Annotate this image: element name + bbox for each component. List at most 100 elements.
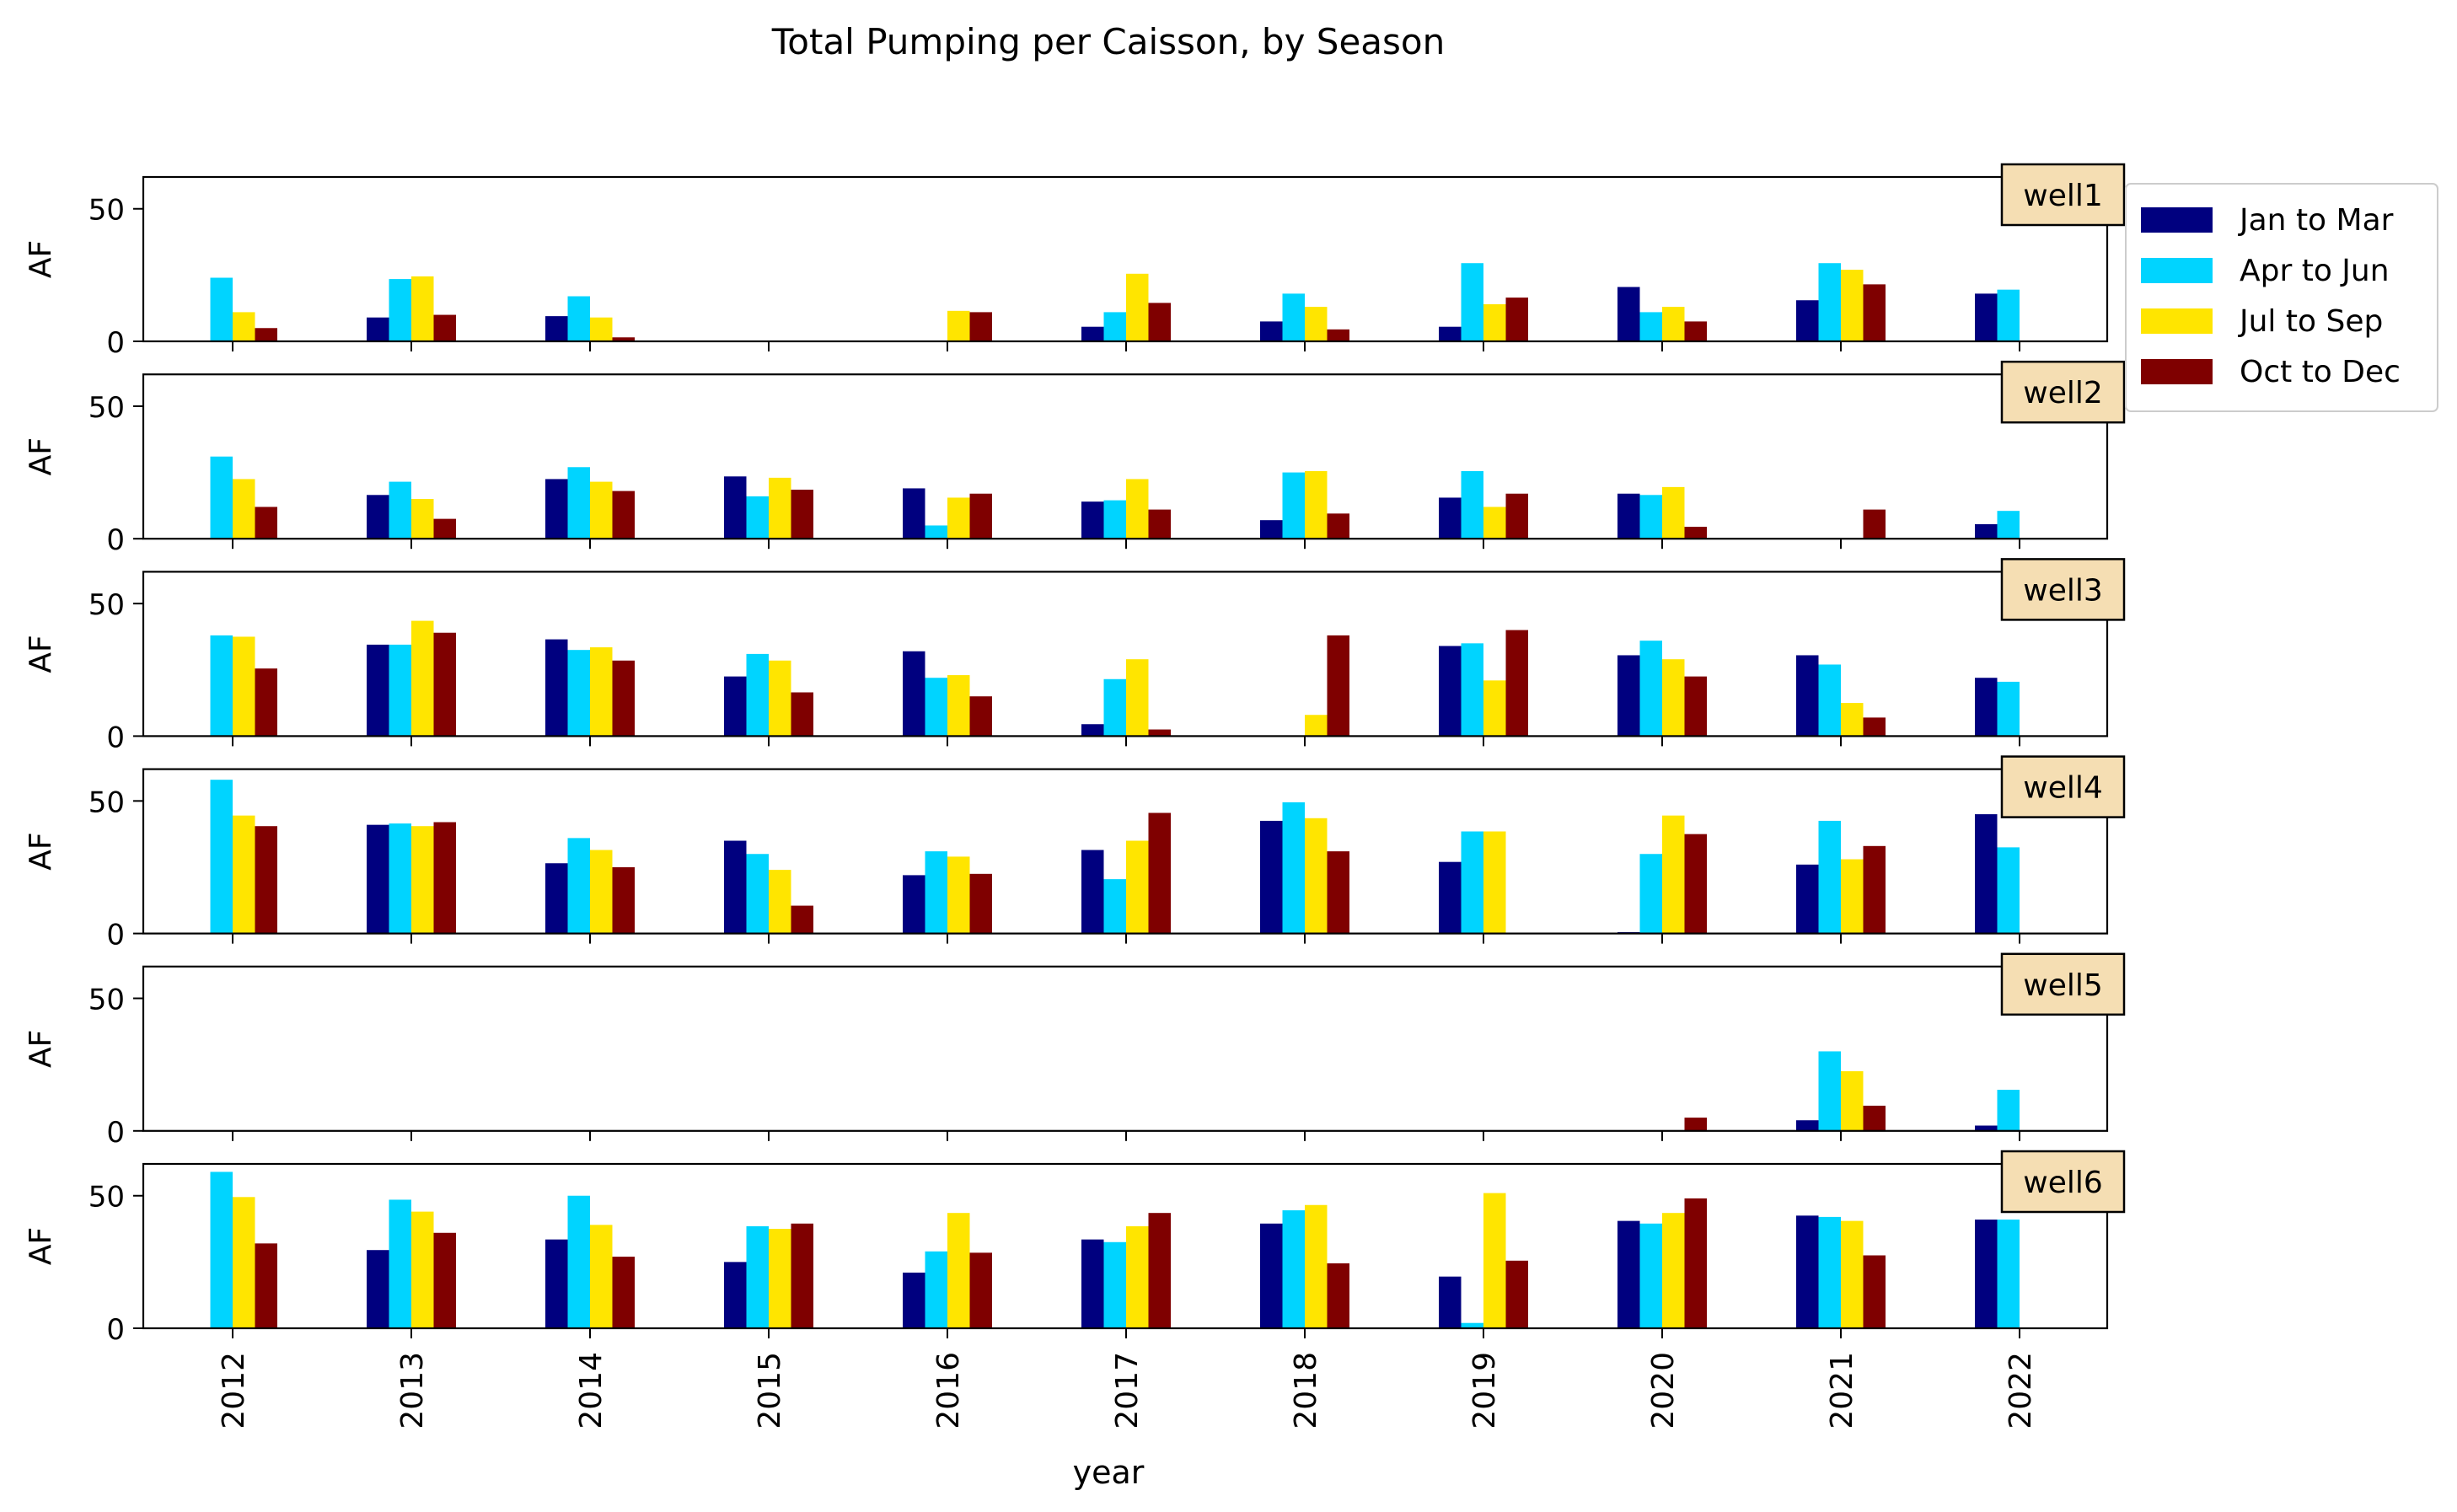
- bar-well1-2012-3: [233, 312, 255, 341]
- legend-swatch: [2141, 359, 2213, 384]
- bar-well3-2018-4: [1327, 635, 1349, 737]
- bar-well1-2020-1: [1617, 287, 1640, 341]
- bar-well6-2012-3: [233, 1197, 255, 1328]
- bar-well6-2012-2: [210, 1172, 233, 1328]
- bar-well4-2017-1: [1081, 850, 1104, 934]
- panel-well2: 0 50 AF well2: [24, 360, 2126, 557]
- bar-well4-2019-3: [1483, 831, 1506, 934]
- bar-well6-2014-3: [590, 1225, 613, 1328]
- bar-well3-2017-2: [1103, 678, 1126, 737]
- bar-well1-2021-1: [1796, 300, 1819, 341]
- bar-well2-2017-4: [1148, 509, 1171, 539]
- bar-well3-2013-2: [389, 644, 411, 737]
- bar-well6-2022-2: [1997, 1220, 2020, 1328]
- bar-well4-2018-1: [1260, 820, 1283, 934]
- bar-well2-2020-1: [1617, 493, 1640, 539]
- bar-well4-2014-1: [545, 863, 568, 934]
- bar-well2-2017-3: [1126, 479, 1149, 539]
- bar-well6-2014-4: [612, 1257, 635, 1328]
- bar-well6-2019-4: [1505, 1260, 1528, 1328]
- bar-well6-2019-1: [1439, 1276, 1462, 1328]
- bar-well4-2021-1: [1796, 864, 1819, 934]
- bar-well1-2016-3: [947, 310, 970, 341]
- legend-entry: Oct to Dec: [2141, 355, 2401, 389]
- y-tick-label: 50: [89, 1181, 125, 1214]
- x-tick-label: 2021: [1825, 1352, 1859, 1429]
- bar-well4-2012-4: [255, 826, 277, 934]
- bar-well4-2020-2: [1639, 854, 1662, 934]
- bar-well2-2013-3: [411, 499, 434, 539]
- x-tick-label: 2016: [931, 1352, 966, 1429]
- bar-well6-2020-4: [1684, 1198, 1707, 1328]
- bar-well6-2018-1: [1260, 1223, 1283, 1328]
- bar-well1-2021-2: [1818, 263, 1841, 341]
- legend: Jan to Mar Apr to Jun Jul to Sep Oct to Dec: [2125, 183, 2438, 412]
- bar-well1-2021-3: [1841, 270, 1864, 341]
- bar-well3-2017-4: [1148, 729, 1171, 737]
- bar-well3-2016-2: [925, 678, 947, 737]
- bar-well2-2016-3: [947, 497, 970, 539]
- bar-well4-2013-4: [433, 822, 456, 934]
- bar-well1-2019-3: [1483, 303, 1506, 341]
- bar-well6-2017-1: [1081, 1239, 1104, 1328]
- bar-well3-2021-4: [1863, 717, 1886, 737]
- bar-well2-2018-4: [1327, 513, 1349, 539]
- bar-well1-2017-1: [1081, 326, 1104, 341]
- bar-well3-2015-2: [746, 653, 769, 737]
- bar-well1-2014-2: [567, 296, 590, 341]
- y-tick-label: 50: [89, 194, 125, 228]
- bar-well4-2016-2: [925, 851, 947, 934]
- bar-well1-2012-4: [255, 328, 277, 341]
- bar-well4-2019-1: [1439, 861, 1462, 934]
- y-axis-label: AF: [24, 635, 58, 673]
- y-axis-label: AF: [24, 240, 58, 278]
- panel-label-box: [2000, 558, 2126, 621]
- bar-well3-2014-4: [612, 660, 635, 737]
- bar-well4-2016-1: [903, 875, 925, 934]
- bar-well4-2013-2: [389, 823, 411, 934]
- panel-well1: 0 50 AF well1: [24, 163, 2126, 360]
- bar-well4-2017-2: [1103, 879, 1126, 934]
- bar-well2-2019-4: [1505, 493, 1528, 539]
- bar-well2-2019-3: [1483, 507, 1506, 539]
- bar-well6-2017-3: [1126, 1225, 1149, 1328]
- bar-well6-2018-4: [1327, 1263, 1349, 1328]
- panel-well4: 0 50 AF well4: [24, 755, 2126, 952]
- panel-label-box: [2000, 952, 2126, 1016]
- bar-well4-2018-2: [1282, 802, 1305, 934]
- bar-well3-2014-2: [567, 650, 590, 737]
- bar-well1-2017-4: [1148, 303, 1171, 341]
- bar-well6-2021-2: [1818, 1216, 1841, 1328]
- bar-well6-2016-2: [925, 1251, 947, 1328]
- bar-well3-2020-1: [1617, 655, 1640, 737]
- bar-well3-2013-3: [411, 620, 434, 737]
- bar-well2-2013-2: [389, 481, 411, 539]
- bar-well2-2020-4: [1684, 527, 1707, 539]
- bar-well3-2015-3: [769, 660, 791, 737]
- legend-label: Jul to Sep: [2238, 304, 2383, 339]
- bar-well5-2021-4: [1863, 1105, 1886, 1131]
- bar-well1-2013-3: [411, 276, 434, 341]
- bar-well4-2021-4: [1863, 845, 1886, 934]
- bar-well4-2016-4: [969, 873, 992, 934]
- bar-well6-2016-1: [903, 1272, 925, 1328]
- bar-well6-2018-2: [1282, 1210, 1305, 1328]
- bar-well2-2013-4: [433, 518, 456, 539]
- panel-label: well1: [2000, 163, 2126, 227]
- legend-entry: Apr to Jun: [2141, 254, 2390, 288]
- bar-well3-2019-4: [1505, 630, 1528, 737]
- bar-well1-2017-3: [1126, 273, 1149, 341]
- y-tick-label: 0: [106, 523, 125, 557]
- bar-well4-2021-3: [1841, 859, 1864, 934]
- bar-well3-2013-4: [433, 632, 456, 737]
- x-tick-label: 2022: [2004, 1352, 2038, 1429]
- bar-well4-2022-2: [1997, 847, 2020, 934]
- legend-swatch: [2141, 207, 2213, 233]
- bar-well5-2021-1: [1796, 1120, 1819, 1131]
- bar-well2-2015-2: [746, 496, 769, 539]
- bar-well3-2012-3: [233, 636, 255, 737]
- bar-well6-2016-4: [969, 1252, 992, 1328]
- bar-well3-2016-1: [903, 651, 925, 737]
- y-axis-label: AF: [24, 832, 58, 870]
